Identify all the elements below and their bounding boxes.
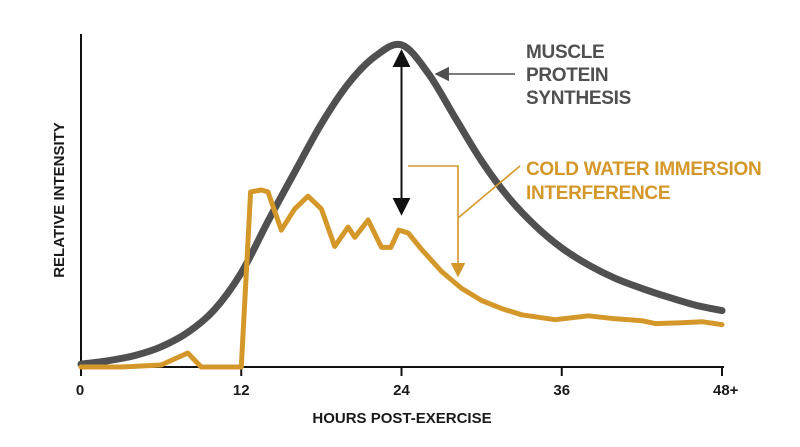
x-tick-label-24: 24: [393, 382, 410, 399]
x-tick-label-36: 36: [553, 382, 570, 399]
cwi-label-line-2: INTERFERENCE: [526, 183, 670, 204]
series-muscle-protein-synthesis-line: [77, 40, 726, 368]
mps-label-line-2: PROTEIN: [526, 65, 608, 86]
x-axis-title: HOURS POST-EXERCISE: [312, 410, 491, 427]
y-axis-title: RELATIVE INTENSITY: [51, 122, 68, 278]
mps-label-line-1: MUSCLE: [526, 42, 604, 63]
x-ticks: 0 12 24 36 48+: [76, 367, 739, 399]
cwi-label-line-1: COLD WATER IMMERSION: [526, 159, 761, 180]
x-tick-label-0: 0: [76, 382, 84, 399]
x-tick-label-48: 48+: [713, 382, 739, 399]
cwi-pointer-diagonal: [457, 165, 521, 219]
x-tick-label-12: 12: [233, 382, 250, 399]
series-cold-water-immersion-line: [78, 187, 725, 370]
mps-label-line-3: SYNTHESIS: [526, 88, 631, 109]
mps-label: MUSCLE PROTEIN SYNTHESIS: [526, 42, 631, 109]
cwi-pointer-bracket: [408, 165, 466, 278]
cwi-label: COLD WATER IMMERSION INTERFERENCE: [526, 159, 766, 204]
